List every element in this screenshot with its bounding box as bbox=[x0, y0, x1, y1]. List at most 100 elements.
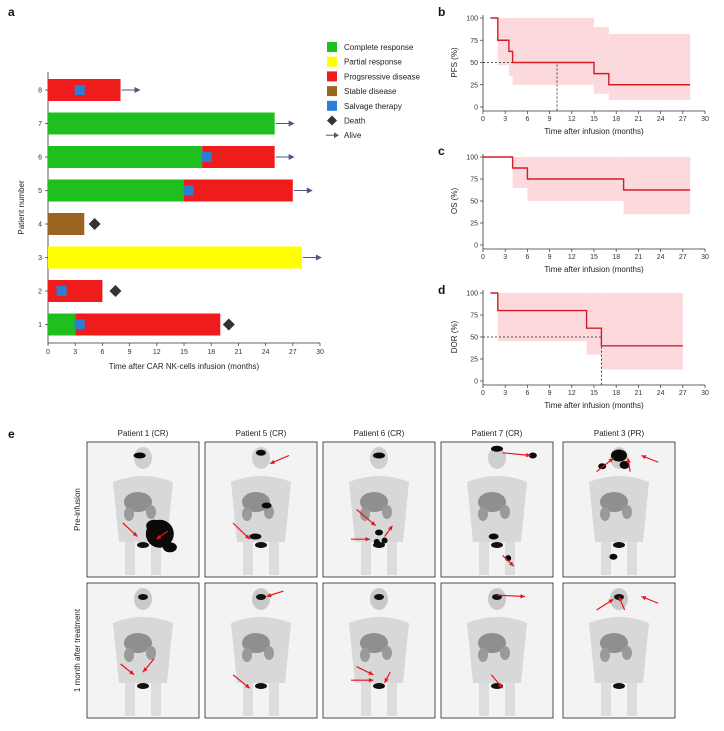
y-tick-label: 50 bbox=[470, 60, 478, 67]
pet-kidney-shape bbox=[500, 646, 510, 660]
pet-kidney-shape bbox=[478, 507, 488, 521]
panel-letter-b: b bbox=[438, 5, 445, 19]
bar-segment bbox=[48, 280, 103, 302]
y-tick-label: 75 bbox=[470, 313, 478, 320]
pet-head-shape bbox=[134, 447, 152, 469]
pet-bladder-shape bbox=[613, 683, 625, 689]
legend-death-icon bbox=[327, 115, 337, 126]
legend-label: Complete response bbox=[344, 43, 414, 52]
pet-leg-shape bbox=[479, 683, 489, 716]
pet-column-title: Patient 5 (CR) bbox=[236, 429, 287, 438]
lesion-arrow-head bbox=[608, 599, 614, 604]
pet-hotspot bbox=[133, 452, 146, 459]
pet-leg-shape bbox=[361, 683, 371, 716]
legend-swatch bbox=[327, 86, 337, 97]
lesion-arrow-head bbox=[266, 593, 272, 598]
x-tick-label: 30 bbox=[701, 116, 709, 123]
pet-kidney-shape bbox=[500, 505, 510, 519]
legend-swatch bbox=[327, 42, 337, 52]
x-axis-label: Time after CAR NK-cells infusion (months… bbox=[109, 362, 260, 371]
pet-leg-shape bbox=[361, 542, 371, 575]
pet-leg-shape bbox=[601, 683, 611, 716]
y-axis-label: PFS (%) bbox=[450, 47, 459, 78]
pet-hotspot bbox=[256, 594, 266, 600]
x-tick-label: 6 bbox=[100, 349, 104, 356]
x-tick-label: 3 bbox=[503, 254, 507, 261]
x-tick-label: 27 bbox=[679, 254, 687, 261]
lesion-arrow-head bbox=[626, 458, 631, 463]
x-tick-label: 15 bbox=[590, 254, 598, 261]
ci-band bbox=[608, 34, 691, 100]
x-tick-label: 30 bbox=[701, 390, 709, 397]
pet-liver-shape bbox=[478, 633, 506, 653]
y-tick-label: 4 bbox=[38, 222, 42, 229]
pet-kidney-shape bbox=[146, 646, 156, 660]
pet-leg-shape bbox=[627, 542, 637, 575]
ci-band bbox=[512, 18, 594, 85]
pet-kidney-shape bbox=[478, 648, 488, 662]
x-axis-label: Time after infusion (months) bbox=[544, 265, 644, 274]
x-tick-label: 21 bbox=[635, 116, 643, 123]
pet-hotspot bbox=[162, 542, 177, 553]
pet-hotspot bbox=[249, 533, 262, 540]
x-tick-label: 0 bbox=[481, 254, 485, 261]
y-axis-label: Patient number bbox=[17, 180, 26, 235]
lesion-arrow-head bbox=[388, 525, 393, 531]
bar-segment bbox=[48, 112, 275, 135]
pet-bladder-shape bbox=[491, 542, 503, 548]
pet-liver-shape bbox=[600, 633, 628, 653]
alive-arrow-head bbox=[306, 187, 313, 194]
y-tick-label: 5 bbox=[38, 188, 42, 195]
x-tick-label: 3 bbox=[503, 116, 507, 123]
ci-band bbox=[586, 293, 602, 355]
salvage-marker bbox=[183, 185, 194, 196]
lesion-arrow-head bbox=[129, 670, 135, 675]
alive-arrow-head bbox=[134, 87, 141, 93]
lesion-arrow-head bbox=[618, 596, 623, 602]
lesion-arrow-head bbox=[368, 670, 374, 675]
pet-bladder-shape bbox=[613, 542, 625, 548]
pet-kidney-shape bbox=[146, 505, 156, 519]
pfs-km-plot: 0 3 6 9 12 15 18 21 24 27 30 0 25 50 75 100 Time after i… bbox=[450, 15, 709, 136]
legend-alive-icon-head bbox=[334, 132, 339, 139]
dor-km-plot: 0 3 6 9 12 15 18 21 24 27 30 0 25 50 75 100 Time after i… bbox=[450, 290, 709, 410]
pet-leg-shape bbox=[151, 683, 161, 716]
bar-segment bbox=[48, 213, 85, 235]
pet-liver-shape bbox=[360, 492, 388, 512]
lesion-arrow-head bbox=[608, 458, 614, 463]
bar-segment bbox=[202, 146, 275, 168]
pet-hotspot bbox=[373, 452, 385, 459]
ci-band bbox=[623, 157, 691, 215]
bar-segment bbox=[48, 313, 76, 336]
x-tick-label: 27 bbox=[679, 116, 687, 123]
pet-column-title: Patient 7 (CR) bbox=[472, 429, 523, 438]
legend-label: Salvage therapy bbox=[344, 102, 402, 111]
pet-hotspot bbox=[609, 553, 618, 560]
ci-band bbox=[512, 157, 528, 188]
legend-swatch bbox=[327, 71, 337, 82]
pet-leg-shape bbox=[505, 683, 515, 716]
x-axis-label: Time after infusion (months) bbox=[544, 401, 644, 410]
x-tick-label: 24 bbox=[657, 116, 665, 123]
lesion-arrow bbox=[502, 452, 531, 457]
salvage-marker bbox=[74, 85, 85, 95]
survival-curve bbox=[490, 17, 691, 86]
pet-head-shape bbox=[488, 447, 506, 469]
y-tick-label: 7 bbox=[38, 121, 42, 128]
pet-hotspot bbox=[256, 449, 266, 456]
x-tick-label: 0 bbox=[481, 390, 485, 397]
pet-hotspot bbox=[374, 594, 384, 600]
x-tick-label: 15 bbox=[590, 116, 598, 123]
x-tick-label: 27 bbox=[679, 390, 687, 397]
pet-column-title: Patient 1 (CR) bbox=[118, 429, 169, 438]
pet-leg-shape bbox=[601, 542, 611, 575]
x-tick-label: 21 bbox=[635, 254, 643, 261]
legend-label: Progsressive disease bbox=[344, 72, 421, 81]
x-tick-label: 18 bbox=[207, 349, 215, 356]
pet-kidney-shape bbox=[124, 648, 134, 662]
y-tick-label: 100 bbox=[466, 291, 478, 298]
bar-segment bbox=[48, 246, 302, 269]
x-tick-label: 3 bbox=[73, 349, 77, 356]
ci-band bbox=[594, 26, 609, 94]
pet-hotspot bbox=[138, 594, 148, 600]
